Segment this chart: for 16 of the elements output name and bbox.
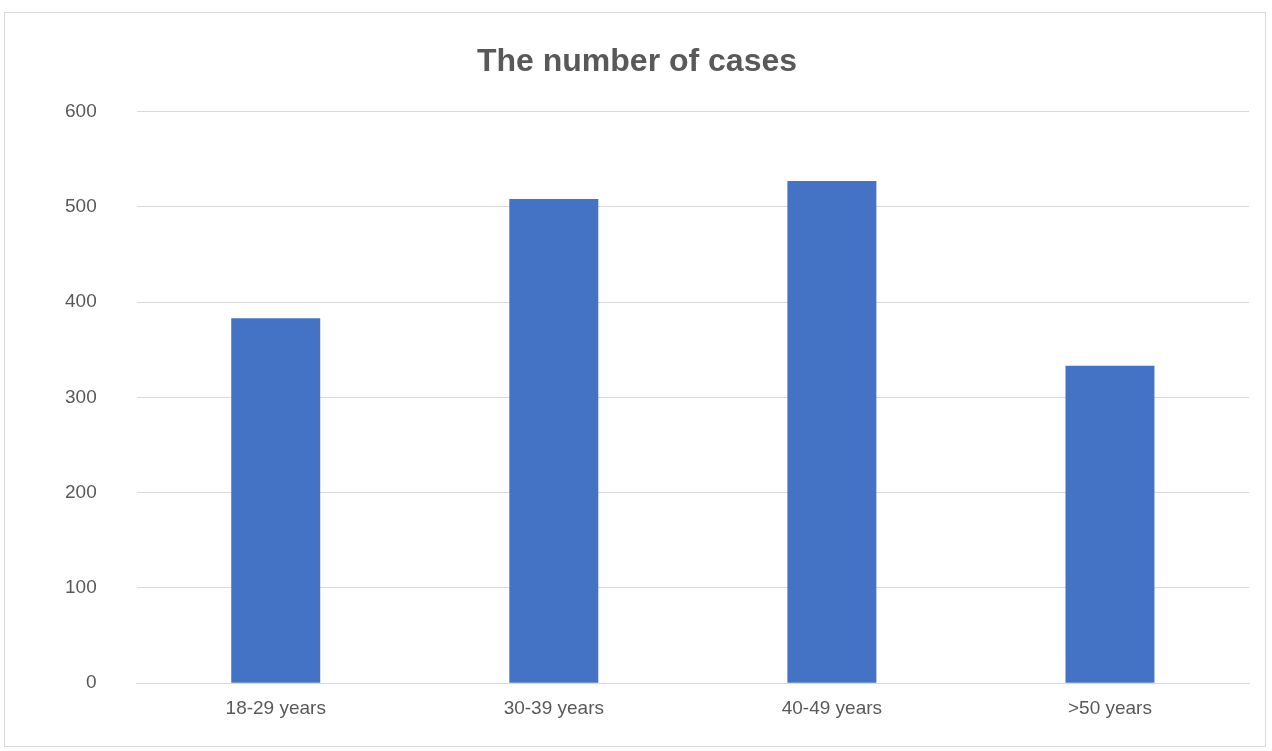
bar bbox=[231, 318, 321, 683]
y-tick-label: 300 bbox=[65, 385, 97, 407]
y-tick-label: 500 bbox=[65, 194, 97, 216]
y-tick-label: 0 bbox=[86, 671, 97, 693]
y-tick-label: 100 bbox=[65, 576, 97, 598]
x-tick-label: 40-49 years bbox=[781, 696, 883, 718]
x-tick-label: >50 years bbox=[1067, 696, 1152, 718]
x-tick-label: 18-29 years bbox=[225, 696, 326, 718]
y-tick-label: 600 bbox=[65, 99, 97, 121]
y-tick-label: 200 bbox=[65, 480, 97, 502]
y-tick-label: 400 bbox=[65, 290, 97, 312]
bar bbox=[1065, 365, 1155, 683]
bar bbox=[787, 180, 877, 683]
bar bbox=[509, 199, 599, 683]
chart-title: The number of cases bbox=[476, 42, 798, 79]
x-tick-label: 30-39 years bbox=[503, 696, 604, 718]
